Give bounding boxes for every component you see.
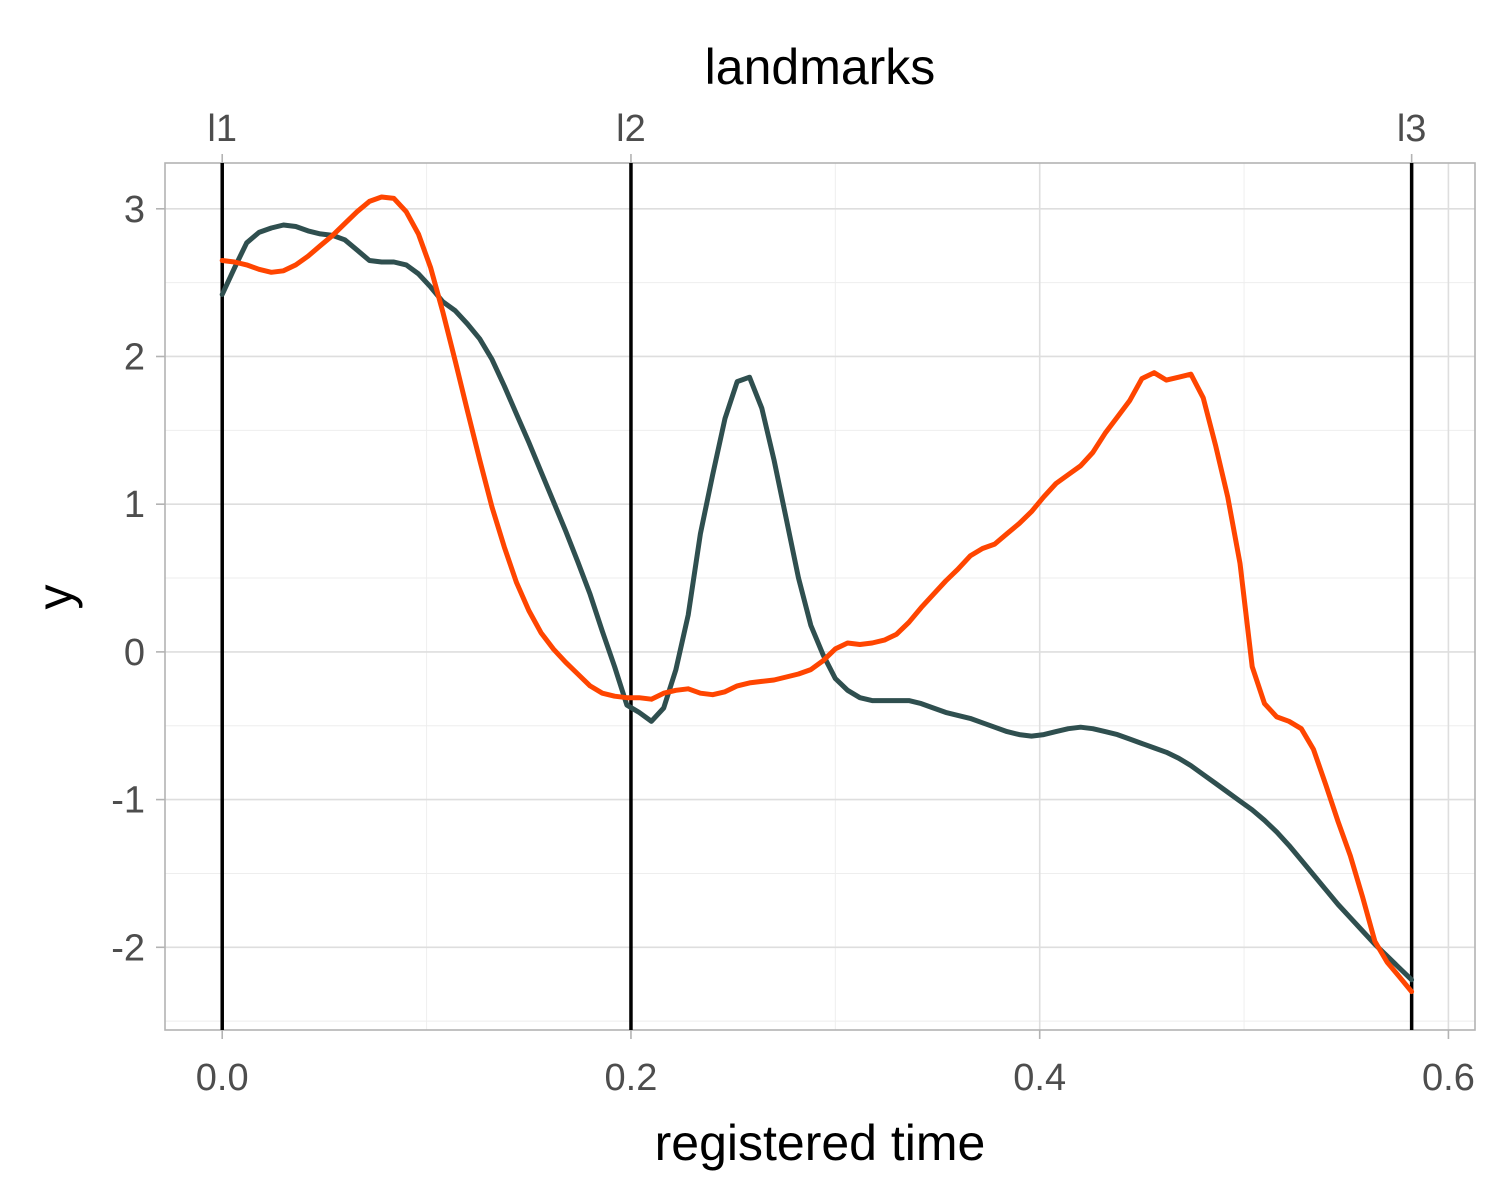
y-tick-label: 1 bbox=[124, 484, 145, 526]
series-line-1 bbox=[219, 222, 1415, 983]
y-tick-label: -1 bbox=[111, 780, 145, 822]
series-line-2 bbox=[219, 194, 1415, 995]
series-lines bbox=[219, 194, 1415, 995]
landmark-label: l1 bbox=[207, 108, 237, 150]
y-axis-ticks: -2 -1 0 1 2 3 bbox=[111, 189, 165, 969]
y-tick-label: 2 bbox=[124, 336, 145, 378]
y-tick-label: 0 bbox=[124, 632, 145, 674]
minor-gridlines-y bbox=[165, 282, 1475, 1022]
x-tick-label: 0.2 bbox=[605, 1057, 658, 1099]
top-axis-ticks: l1 l2 l3 bbox=[207, 108, 1426, 163]
landmark-label: l2 bbox=[616, 108, 646, 150]
x-tick-label: 0.0 bbox=[196, 1057, 249, 1099]
x-axis-title: registered time bbox=[655, 1115, 986, 1171]
landmark-lines bbox=[220, 163, 1414, 1030]
plot-panel-border bbox=[164, 162, 1476, 1031]
y-tick-label: -2 bbox=[111, 927, 145, 969]
y-tick-label: 3 bbox=[124, 189, 145, 231]
top-axis-title: landmarks bbox=[705, 39, 936, 95]
x-tick-label: 0.4 bbox=[1013, 1057, 1066, 1099]
landmark-label: l3 bbox=[1397, 108, 1427, 150]
x-axis-ticks: 0.0 0.2 0.4 0.6 bbox=[196, 1030, 1475, 1099]
minor-gridlines-x bbox=[426, 163, 1245, 1030]
y-axis-title: y bbox=[27, 585, 83, 610]
x-tick-label: 0.6 bbox=[1422, 1057, 1475, 1099]
